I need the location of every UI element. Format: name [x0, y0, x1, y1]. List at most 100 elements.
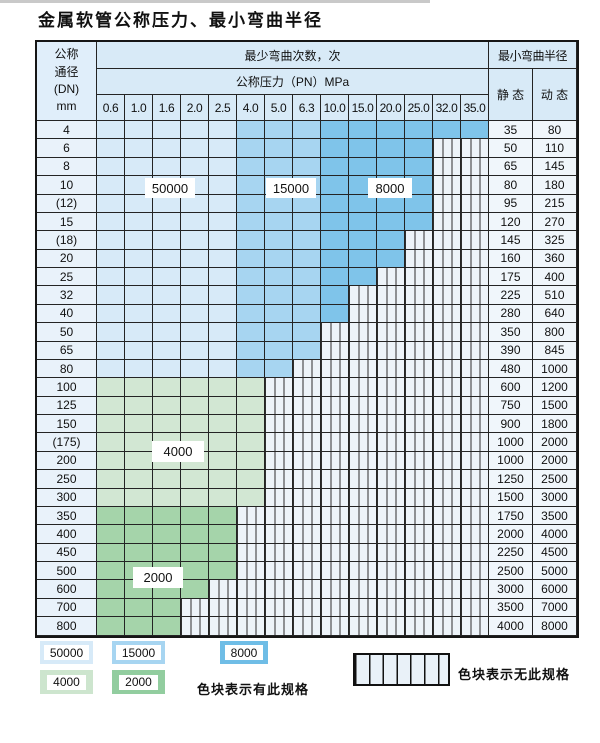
- static-radius-value: 50: [489, 139, 533, 158]
- dn-header-line: 公称: [54, 47, 79, 62]
- pn-spec-cell: [293, 378, 321, 397]
- pn-spec-cell: [209, 451, 237, 471]
- pn-spec-cell: [209, 286, 237, 305]
- static-radius-value: 1000: [489, 433, 533, 452]
- pn-spec-cell: [405, 378, 433, 397]
- pn-spec-cell: [153, 598, 181, 618]
- pn-spec-cell: [405, 451, 433, 471]
- pn-spec-cell: [405, 231, 433, 250]
- pn-spec-cell: [153, 341, 181, 360]
- pn-spec-cell: [209, 304, 237, 324]
- pn-spec-cell: [237, 415, 265, 434]
- pn-spec-cell: [153, 286, 181, 305]
- pn-tick-label: 0.6: [97, 95, 125, 121]
- pn-spec-cell: [125, 249, 153, 268]
- pn-spec-cell: [97, 139, 125, 158]
- pn-spec-cell: [209, 433, 237, 452]
- pn-spec-cell: [293, 580, 321, 599]
- legend-has-spec-text: 色块表示有此规格: [197, 682, 310, 697]
- pn-spec-cell: [237, 543, 265, 562]
- page-title: 金属软管公称压力、最小弯曲半径: [38, 11, 323, 30]
- pn-spec-cell: [237, 396, 265, 415]
- pn-tick-label: 32.0: [433, 95, 461, 121]
- pn-spec-cell: [125, 157, 153, 177]
- legend-swatch-label: 50000: [43, 645, 90, 660]
- pn-spec-cell: [321, 359, 349, 379]
- zone-tag-2000: 2000: [133, 567, 183, 588]
- pn-spec-cell: [97, 415, 125, 434]
- static-radius-value: 225: [489, 286, 533, 305]
- pn-spec-cell: [209, 506, 237, 526]
- pn-spec-cell: [97, 506, 125, 526]
- pn-spec-cell: [461, 157, 489, 177]
- pn-spec-cell: [349, 212, 377, 232]
- pn-spec-cell: [349, 323, 377, 342]
- static-radius-value: 65: [489, 157, 533, 177]
- pn-spec-cell: [265, 249, 293, 268]
- pn-spec-cell: [349, 194, 377, 213]
- pn-spec-cell: [209, 323, 237, 342]
- dynamic-radius-value: 5000: [533, 562, 577, 581]
- pn-spec-cell: [293, 617, 321, 636]
- pn-spec-cell: [209, 157, 237, 177]
- pn-spec-cell: [153, 231, 181, 250]
- pn-tick-label: 1.6: [153, 95, 181, 121]
- pn-spec-cell: [265, 525, 293, 544]
- pn-spec-cell: [237, 176, 265, 195]
- pn-spec-cell: [265, 543, 293, 562]
- pn-spec-cell: [237, 378, 265, 397]
- legend-swatch-8000: 8000: [220, 641, 268, 664]
- pn-spec-cell: [125, 268, 153, 287]
- static-radius-value: 600: [489, 378, 533, 397]
- pn-spec-cell: [461, 359, 489, 379]
- pn-spec-cell: [293, 286, 321, 305]
- pn-spec-cell: [237, 249, 265, 268]
- pn-spec-cell: [237, 121, 265, 140]
- pn-spec-cell: [377, 359, 405, 379]
- pn-spec-cell: [321, 304, 349, 324]
- dn-row-label: 200: [37, 451, 97, 471]
- pn-spec-cell: [349, 341, 377, 360]
- pn-spec-cell: [377, 378, 405, 397]
- pn-spec-cell: [377, 341, 405, 360]
- zone-tag-8000: 8000: [368, 178, 412, 198]
- pn-spec-cell: [153, 415, 181, 434]
- pn-spec-cell: [237, 341, 265, 360]
- pn-spec-cell: [293, 231, 321, 250]
- pn-spec-cell: [209, 415, 237, 434]
- pn-spec-cell: [181, 212, 209, 232]
- pn-spec-cell: [97, 451, 125, 471]
- dynamic-radius-value: 325: [533, 231, 577, 250]
- pn-spec-cell: [321, 378, 349, 397]
- dn-row-label: 50: [37, 323, 97, 342]
- pn-spec-cell: [293, 433, 321, 452]
- dn-row-label: 450: [37, 543, 97, 562]
- pn-spec-cell: [97, 396, 125, 415]
- pn-spec-cell: [153, 378, 181, 397]
- pn-spec-cell: [125, 286, 153, 305]
- static-radius-value: 2500: [489, 562, 533, 581]
- pn-spec-cell: [377, 598, 405, 618]
- dynamic-radius-value: 1000: [533, 359, 577, 379]
- pn-spec-cell: [461, 488, 489, 507]
- pn-spec-cell: [349, 488, 377, 507]
- pn-spec-cell: [237, 525, 265, 544]
- pn-spec-cell: [97, 598, 125, 618]
- pn-spec-cell: [349, 415, 377, 434]
- pn-spec-cell: [209, 543, 237, 562]
- dynamic-radius-value: 2500: [533, 470, 577, 489]
- pn-spec-cell: [153, 359, 181, 379]
- pn-spec-cell: [181, 506, 209, 526]
- pn-spec-cell: [321, 543, 349, 562]
- pn-spec-cell: [181, 286, 209, 305]
- pn-spec-cell: [237, 488, 265, 507]
- pn-spec-cell: [433, 451, 461, 471]
- static-radius-value: 390: [489, 341, 533, 360]
- dn-row-label: 65: [37, 341, 97, 360]
- pn-spec-cell: [265, 470, 293, 489]
- pn-spec-cell: [97, 543, 125, 562]
- pn-spec-cell: [433, 359, 461, 379]
- pn-spec-cell: [349, 378, 377, 397]
- pn-spec-cell: [293, 121, 321, 140]
- pn-spec-cell: [405, 488, 433, 507]
